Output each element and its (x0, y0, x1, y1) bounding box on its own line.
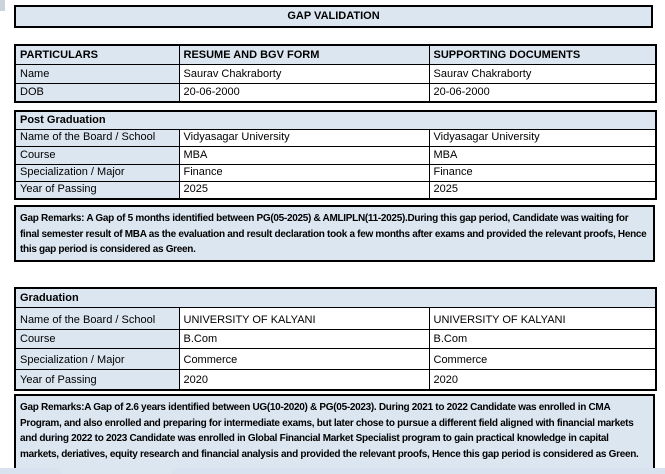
row-label: Course (14, 145, 180, 165)
row-label: DOB (14, 82, 180, 103)
row-label: Year of Passing (14, 180, 180, 200)
table-row-course: Course MBA MBA (14, 145, 657, 165)
gap-remarks-graduation: Gap Remarks:A Gap of 2.6 years identifie… (14, 394, 655, 474)
value-resume: UNIVERSITY OF KALYANI (178, 306, 430, 330)
table-row-board-school: Name of the Board / School Vidyasagar Un… (14, 128, 657, 147)
value-supporting: Finance (428, 163, 657, 182)
value-supporting: UNIVERSITY OF KALYANI (428, 306, 657, 330)
column-header-supporting-docs: SUPPORTING DOCUMENTS (428, 44, 657, 65)
page-title: GAP VALIDATION (14, 5, 653, 28)
row-label: Year of Passing (14, 368, 180, 391)
window-edge-fragment (0, 0, 5, 11)
value-resume: 2025 (178, 180, 430, 200)
sheet-tab-left[interactable] (0, 468, 62, 474)
value-supporting: MBA (428, 145, 657, 165)
section-heading-row: Graduation (14, 287, 657, 308)
post-graduation-table: Post Graduation Name of the Board / Scho… (14, 110, 658, 200)
table-row-name: Name Saurav Chakraborty Saurav Chakrabor… (14, 63, 657, 84)
table-row-year-of-passing: Year of Passing 2025 2025 (14, 180, 657, 200)
row-label: Name of the Board / School (14, 128, 180, 147)
section-heading-post-graduation: Post Graduation (14, 110, 657, 130)
table-row-specialization: Specialization / Major Commerce Commerce (14, 347, 657, 370)
table-row-specialization: Specialization / Major Finance Finance (14, 163, 657, 182)
value-resume: MBA (178, 145, 430, 165)
column-header-resume-bgv: RESUME AND BGV FORM (178, 44, 430, 65)
table-row-board-school: Name of the Board / School UNIVERSITY OF… (14, 306, 657, 330)
row-label: Name of the Board / School (14, 306, 180, 330)
row-label: Specialization / Major (14, 347, 180, 370)
gap-remarks-post-graduation: Gap Remarks: A Gap of 5 months identifie… (14, 205, 655, 262)
column-header-particulars: PARTICULARS (14, 44, 180, 65)
row-label: Course (14, 328, 180, 349)
value-supporting: 2020 (428, 368, 657, 391)
row-label: Specialization / Major (14, 163, 180, 182)
table-row-course: Course B.Com B.Com (14, 328, 657, 349)
value-supporting: Vidyasagar University (428, 128, 657, 147)
table-row-year-of-passing: Year of Passing 2020 2020 (14, 368, 657, 391)
value-resume: 2020 (178, 368, 430, 391)
section-heading-graduation: Graduation (14, 287, 657, 308)
value-resume: Saurav Chakraborty (178, 63, 430, 84)
value-resume: 20-06-2000 (178, 82, 430, 103)
section-heading-row: Post Graduation (14, 110, 657, 130)
value-supporting: Saurav Chakraborty (428, 63, 657, 84)
particulars-table: PARTICULARS RESUME AND BGV FORM SUPPORTI… (14, 44, 657, 103)
value-resume: Finance (178, 163, 430, 182)
value-supporting: B.Com (428, 328, 657, 349)
table-row-dob: DOB 20-06-2000 20-06-2000 (14, 82, 657, 103)
value-resume: B.Com (178, 328, 430, 349)
value-supporting: 20-06-2000 (428, 82, 657, 103)
value-supporting: 2025 (428, 180, 657, 200)
value-resume: Vidyasagar University (178, 128, 430, 147)
value-supporting: Commerce (428, 347, 657, 370)
value-resume: Commerce (178, 347, 430, 370)
row-label: Name (14, 63, 180, 84)
table-header-row: PARTICULARS RESUME AND BGV FORM SUPPORTI… (14, 44, 657, 65)
graduation-table: Graduation Name of the Board / School UN… (14, 287, 658, 391)
sheet-tab-right[interactable] (172, 468, 665, 474)
